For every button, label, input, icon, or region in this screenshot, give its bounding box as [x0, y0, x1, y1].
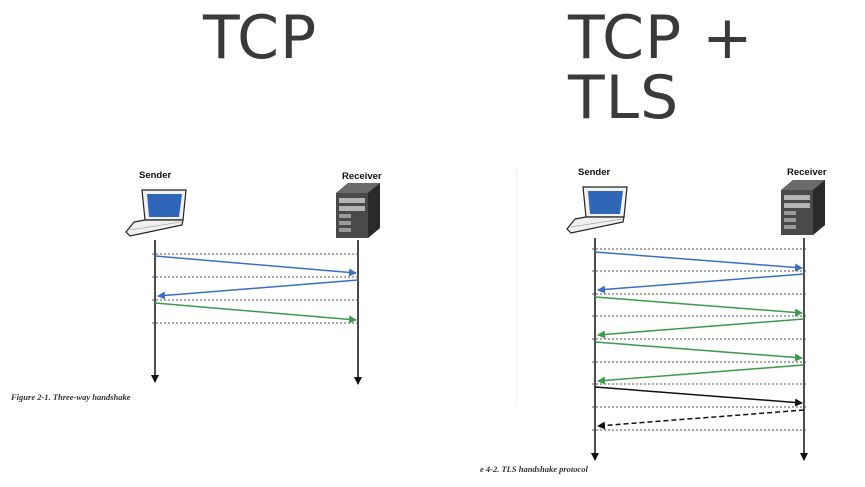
- right-receiver-label: Receiver: [787, 167, 827, 178]
- left-dotted-separators: [152, 253, 360, 324]
- right-client-hello-arrow: [594, 296, 803, 317]
- right-app-data-arrow: [594, 386, 803, 407]
- right-key-exchange-arrow: [594, 341, 803, 362]
- right-syn-ack-arrow: [597, 273, 805, 294]
- right-caption: e 4-2. TLS handshake protocol: [480, 464, 588, 474]
- right-syn-arrow: [594, 251, 803, 272]
- left-laptop-icon: [125, 189, 187, 237]
- left-server-icon: [336, 183, 380, 238]
- left-caption: Figure 2-1. Three-way handshake: [11, 392, 131, 402]
- right-sender-label: Sender: [578, 167, 611, 178]
- right-laptop-icon: [566, 186, 628, 234]
- left-syn-arrow: [154, 255, 357, 277]
- divider-line: [516, 170, 517, 405]
- right-finished-arrow: [597, 364, 805, 385]
- left-ack-arrow: [154, 302, 357, 324]
- left-sender-label: Sender: [139, 170, 172, 181]
- right-app-response-arrow: [597, 409, 805, 430]
- left-syn-ack-arrow: [157, 279, 359, 300]
- left-receiver-label: Receiver: [342, 171, 382, 182]
- right-server-icon: [781, 180, 825, 235]
- tcp-tls-title: TCP + TLS: [568, 3, 754, 133]
- tcp-title: TCP: [203, 3, 318, 73]
- right-server-hello-arrow: [597, 318, 805, 339]
